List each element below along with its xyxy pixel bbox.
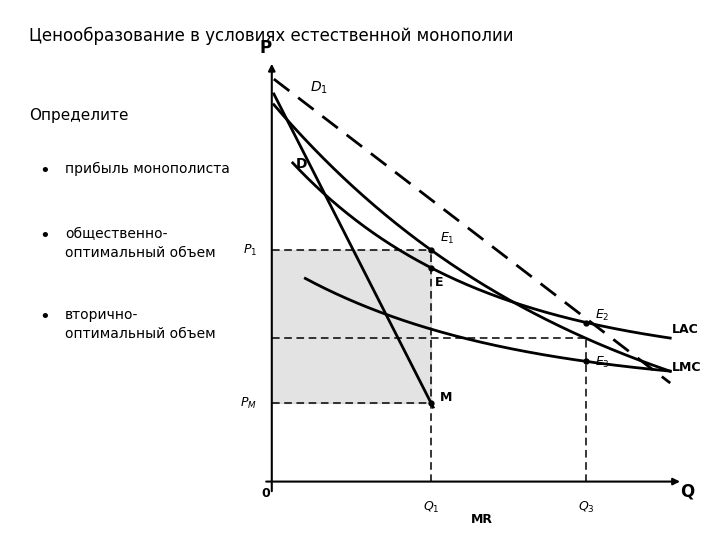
Text: $Q_1$: $Q_1$: [423, 500, 439, 515]
Text: •: •: [40, 162, 50, 180]
Text: $D_1$: $D_1$: [310, 80, 328, 96]
Text: MR: MR: [470, 513, 492, 526]
Text: LAC: LAC: [672, 323, 699, 336]
Text: $Q_3$: $Q_3$: [578, 500, 595, 515]
Text: •: •: [40, 308, 50, 326]
Text: $E_3$: $E_3$: [595, 355, 610, 370]
Text: E: E: [436, 276, 444, 289]
Text: Q: Q: [680, 482, 694, 500]
Text: LMC: LMC: [672, 361, 702, 374]
Text: P: P: [259, 39, 271, 57]
Text: Ценообразование в условиях естественной монополии: Ценообразование в условиях естественной …: [29, 27, 513, 45]
Text: •: •: [40, 227, 50, 245]
Text: $E_1$: $E_1$: [439, 231, 454, 246]
Text: прибыль монополиста: прибыль монополиста: [65, 162, 230, 176]
Text: вторично-
оптимальный объем: вторично- оптимальный объем: [65, 308, 215, 341]
Text: 0: 0: [261, 488, 270, 501]
Text: $E_2$: $E_2$: [595, 307, 609, 322]
Text: D: D: [295, 157, 307, 171]
Text: $P_1$: $P_1$: [243, 242, 257, 258]
Polygon shape: [271, 250, 431, 403]
Text: $P_M$: $P_M$: [240, 396, 257, 411]
Text: M: M: [439, 391, 452, 404]
Text: Определите: Определите: [29, 108, 128, 123]
Text: общественно-
оптимальный объем: общественно- оптимальный объем: [65, 227, 215, 260]
